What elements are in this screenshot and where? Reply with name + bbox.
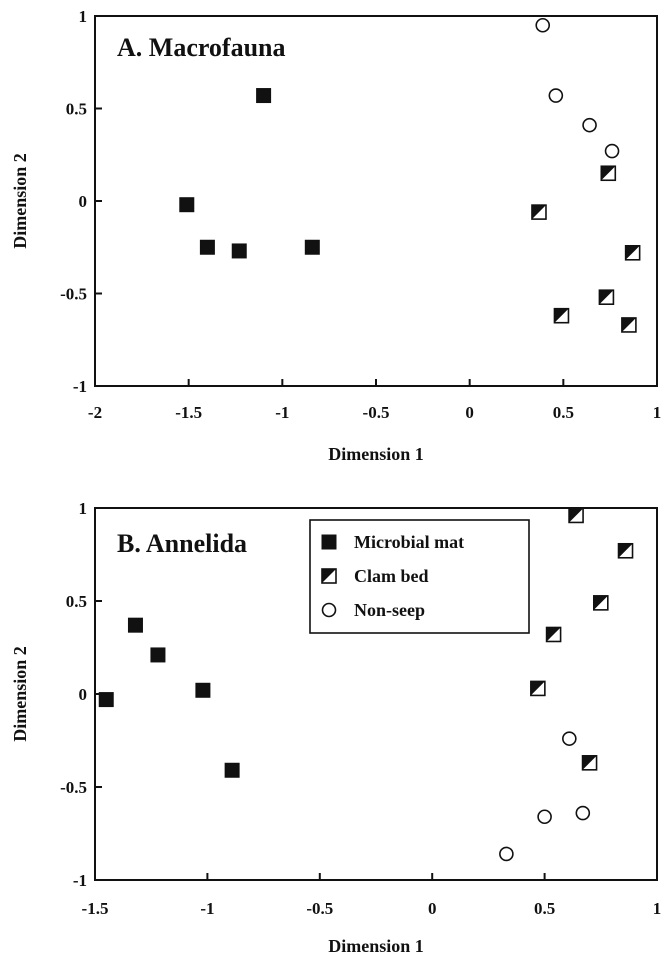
legend-label: Non-seep	[354, 600, 425, 620]
data-point-fill	[531, 205, 546, 220]
series-filled-square	[179, 88, 320, 259]
series-half-square	[530, 507, 634, 771]
data-point	[548, 88, 564, 103]
data-point	[545, 626, 562, 643]
data-point	[499, 846, 514, 862]
x-axis-title: Dimension 1	[328, 936, 424, 956]
y-tick-label: 0	[79, 685, 88, 704]
y-tick-label: -1	[73, 377, 87, 396]
x-tick-label: -2	[88, 403, 102, 422]
y-tick-label: 0.5	[66, 592, 87, 611]
data-point-fill	[530, 681, 545, 696]
data-point	[98, 692, 114, 708]
data-point	[179, 197, 195, 213]
y-axis-title: Dimension 2	[10, 646, 30, 742]
data-point-fill	[599, 290, 614, 305]
y-axis-title: Dimension 2	[10, 153, 30, 249]
data-point	[621, 317, 637, 333]
data-point	[592, 595, 609, 611]
data-point-fill	[601, 166, 616, 181]
x-tick-label: -1.5	[175, 403, 202, 422]
data-point	[224, 762, 240, 778]
x-tick-label: -1.5	[82, 899, 109, 918]
x-tick-label: 0.5	[534, 899, 555, 918]
panel-title: B. Annelida	[117, 529, 247, 558]
data-point	[582, 117, 597, 133]
data-point-fill	[582, 755, 597, 770]
data-point-fill	[593, 595, 608, 610]
x-tick-label: -1	[200, 899, 214, 918]
data-point	[150, 647, 166, 663]
panel-title: A. Macrofauna	[117, 33, 286, 62]
data-point-fill	[618, 543, 633, 558]
data-point	[600, 165, 617, 182]
data-point-fill	[569, 508, 584, 523]
data-point	[127, 617, 143, 633]
panel-annelida: -1.5 -1 -0.5 0 0.5 1 1 0.5 0 -0.5 -1 Dimension 1 Dim…	[10, 499, 661, 956]
y-tick-label: 0	[79, 192, 88, 211]
data-point	[199, 239, 215, 255]
series-filled-square	[98, 617, 240, 778]
x-tick-label: -0.5	[363, 403, 390, 422]
y-tick-label: 0.5	[66, 100, 87, 119]
legend-marker	[321, 568, 337, 584]
x-tick-label: 1	[653, 403, 662, 422]
legend: Microbial mat Clam bed Non-seep	[309, 519, 530, 634]
series-open-circle	[499, 731, 591, 862]
legend-frame	[309, 519, 530, 634]
legend-label: Clam bed	[354, 566, 429, 586]
data-point	[617, 542, 634, 559]
data-point-fill	[621, 317, 636, 332]
y-tick-label: -0.5	[60, 778, 87, 797]
x-tick-label: -1	[275, 403, 289, 422]
data-point	[530, 680, 546, 697]
panel-macrofauna: -2 -1.5 -1 -0.5 0 0.5 1 1 0.5 0 -0.5 -1 Dimension 1 D…	[10, 7, 661, 464]
data-point	[562, 731, 577, 746]
x-tick-label: 0	[465, 403, 474, 422]
y-tick-label: 1	[79, 7, 88, 26]
data-point	[568, 507, 584, 524]
y-tick-label: 1	[79, 499, 88, 518]
data-point-fill	[625, 245, 640, 260]
legend-marker	[321, 602, 337, 618]
data-point	[537, 809, 552, 825]
data-point	[598, 289, 615, 306]
data-point-fill	[554, 308, 569, 323]
data-point	[535, 17, 551, 33]
legend-marker	[321, 534, 337, 550]
x-axis-title: Dimension 1	[328, 444, 424, 464]
legend-label: Microbial mat	[354, 532, 464, 552]
data-point	[195, 682, 211, 698]
data-point	[304, 239, 320, 255]
legend-marker-fill	[322, 569, 336, 583]
x-tick-label: 0	[428, 899, 437, 918]
y-tick-label: -0.5	[60, 285, 87, 304]
series-half-square	[531, 165, 641, 333]
data-point	[531, 204, 547, 220]
y-tick-label: -1	[73, 871, 87, 890]
data-point	[575, 805, 591, 821]
x-tick-label: 0.5	[553, 403, 574, 422]
x-tick-label: 1	[653, 899, 662, 918]
data-point	[553, 307, 570, 324]
data-point	[581, 755, 598, 771]
data-point	[256, 88, 272, 104]
data-point-fill	[546, 627, 561, 642]
series-open-circle	[535, 17, 620, 159]
data-point	[604, 143, 620, 159]
data-point	[624, 245, 641, 261]
data-point	[231, 243, 247, 259]
x-tick-label: -0.5	[306, 899, 333, 918]
